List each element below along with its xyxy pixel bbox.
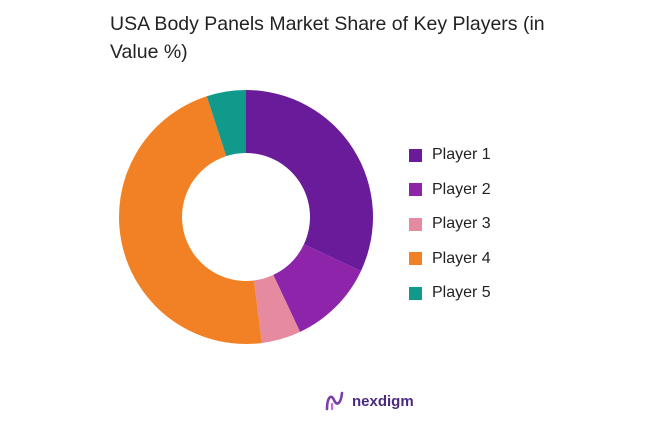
legend-label: Player 3 (432, 215, 491, 233)
slice-player-5 (206, 90, 246, 157)
legend-swatch (409, 217, 422, 231)
legend-item: Player 3 (409, 207, 491, 242)
legend-item: Player 2 (409, 173, 491, 208)
legend-item: Player 1 (409, 138, 491, 173)
brand-name: nexdigm (352, 392, 414, 410)
legend-label: Player 2 (432, 180, 491, 198)
legend-swatch (409, 183, 422, 197)
legend-swatch (409, 286, 422, 300)
legend-item: Player 5 (409, 276, 491, 311)
chart-title: USA Body Panels Market Share of Key Play… (110, 13, 545, 63)
legend-swatch (409, 148, 422, 162)
slice-player-4 (118, 96, 262, 344)
nexdigm-logo-icon (325, 391, 344, 411)
legend: Player 1 Player 2 Player 3 Player 4 Player 5 (409, 138, 491, 311)
slice-player-3 (254, 274, 301, 343)
slice-player-2 (273, 244, 361, 332)
legend-item: Player 4 (409, 242, 491, 277)
legend-label: Player 5 (432, 284, 491, 302)
slice-player-1 (246, 90, 374, 272)
legend-label: Player 4 (432, 249, 491, 267)
legend-label: Player 1 (432, 146, 491, 164)
legend-swatch (409, 252, 422, 266)
brand-logo: nexdigm (324, 390, 414, 412)
